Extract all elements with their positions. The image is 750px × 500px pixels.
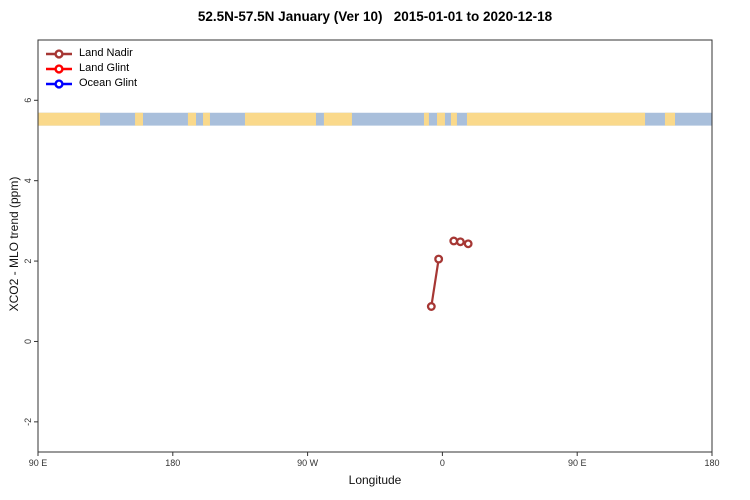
legend-item-land-glint: Land Glint xyxy=(45,61,137,76)
x-tick-label: 0 xyxy=(440,458,445,468)
legend-label-land-glint: Land Glint xyxy=(79,62,130,74)
map-strip-land-segment xyxy=(664,112,676,126)
data-point xyxy=(463,239,473,249)
y-tick-label: 0 xyxy=(23,339,33,344)
map-strip-land-segment xyxy=(187,112,197,126)
data-point xyxy=(434,254,444,264)
map-strip-land-segment xyxy=(466,112,646,126)
y-tick-label: 4 xyxy=(23,178,33,183)
map-strip-land-segment xyxy=(135,112,143,126)
data-point xyxy=(455,237,465,247)
legend: Land Nadir Land Glint Ocean Glint xyxy=(45,46,137,91)
x-tick-label: 90 E xyxy=(29,458,48,468)
legend-swatch-ocean-glint xyxy=(46,78,72,89)
x-axis-title: Longitude xyxy=(348,473,402,487)
chart-title: 52.5N-57.5N January (Ver 10) 2015-01-01 … xyxy=(197,9,553,24)
legend-label-land-nadir: Land Nadir xyxy=(79,47,133,59)
map-strip-land-segment xyxy=(203,112,210,126)
y-axis-title: XCO2 - MLO trend (ppm) xyxy=(7,176,21,312)
legend-item-ocean-glint: Ocean Glint xyxy=(45,76,137,91)
x-tick-label: 180 xyxy=(165,458,180,468)
plot-box xyxy=(37,39,713,453)
y-tick-label: -2 xyxy=(23,418,33,426)
x-tick-label: 90 E xyxy=(568,458,587,468)
legend-swatch-land-nadir xyxy=(46,48,72,59)
x-tick-label: 90 W xyxy=(297,458,319,468)
data-segment xyxy=(430,258,440,307)
map-strip-land-segment xyxy=(244,112,316,126)
map-strip-land-segment xyxy=(437,112,445,126)
y-tick-label: 2 xyxy=(23,259,33,264)
data-point xyxy=(426,302,436,311)
legend-label-ocean-glint: Ocean Glint xyxy=(79,77,138,89)
legend-swatch-land-glint xyxy=(46,63,72,74)
y-tick-label: 6 xyxy=(23,98,33,103)
x-tick-label: 180 xyxy=(704,458,719,468)
map-strip-land-segment xyxy=(450,112,457,126)
legend-item-land-nadir: Land Nadir xyxy=(45,46,137,61)
map-strip-land-segment xyxy=(323,112,352,126)
map-strip-land-segment xyxy=(38,112,101,126)
map-strip-land-segment xyxy=(423,112,429,126)
